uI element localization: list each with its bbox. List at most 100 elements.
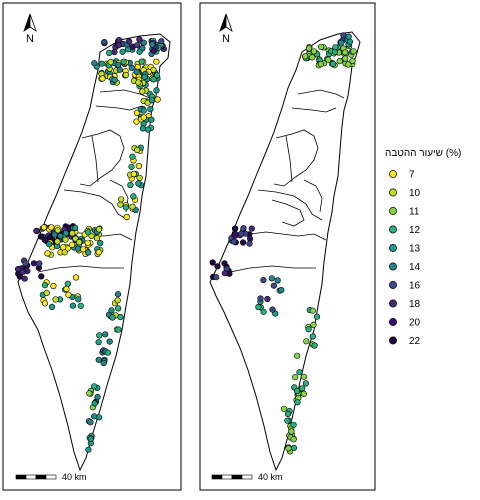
locality-point (260, 308, 267, 315)
locality-point (303, 338, 310, 345)
locality-point (240, 225, 247, 232)
north-label: N (26, 33, 34, 45)
locality-point (310, 48, 318, 55)
locality-point (257, 295, 264, 302)
locality-point (37, 233, 45, 240)
locality-point (300, 390, 307, 398)
locality-point (52, 296, 59, 303)
locality-point (119, 48, 126, 55)
locality-point (349, 57, 356, 65)
legend-label: 20 (409, 318, 421, 329)
locality-point (120, 58, 127, 65)
locality-point (96, 332, 103, 339)
legend-item: 22 (389, 336, 421, 347)
locality-point (302, 380, 310, 387)
locality-point (85, 229, 92, 236)
locality-point (97, 240, 104, 247)
legend-item: 10 (389, 188, 421, 199)
locality-point (85, 446, 92, 453)
locality-point (305, 326, 312, 333)
locality-point (136, 174, 143, 181)
legend-swatch (389, 188, 397, 197)
locality-point (90, 383, 98, 390)
north-arrow: N (219, 13, 233, 45)
locality-point (51, 231, 58, 238)
locality-point (290, 421, 297, 428)
locality-point (63, 285, 70, 293)
locality-point (240, 239, 247, 246)
locality-point (93, 235, 101, 242)
right-map-points (209, 32, 357, 455)
locality-point (140, 114, 147, 121)
locality-point (129, 153, 136, 160)
locality-point (30, 260, 38, 267)
locality-point (115, 305, 122, 312)
scale-label: 40 km (62, 472, 87, 482)
locality-point (130, 170, 137, 178)
locality-point (102, 331, 109, 338)
locality-point (48, 224, 55, 231)
locality-point (117, 201, 124, 208)
locality-point (135, 79, 142, 86)
locality-point (41, 282, 49, 289)
locality-point (278, 287, 285, 294)
locality-point (76, 239, 83, 246)
locality-point (260, 277, 267, 284)
legend-item: 16 (389, 281, 421, 292)
locality-point (294, 399, 301, 406)
locality-point (136, 48, 143, 55)
locality-point (336, 57, 343, 65)
locality-point (153, 58, 160, 65)
locality-point (134, 42, 141, 49)
locality-point (57, 232, 64, 239)
locality-point (127, 181, 134, 189)
legend-label: 18 (409, 299, 421, 310)
locality-point (122, 204, 129, 211)
locality-point (342, 49, 349, 56)
locality-point (313, 313, 321, 320)
scale-label: 40 km (258, 472, 283, 482)
locality-point (36, 260, 43, 267)
locality-point (77, 302, 84, 309)
locality-point (126, 38, 133, 45)
legend-title: שיעור ההטבה (%) (385, 148, 461, 159)
locality-point (209, 259, 216, 266)
legend-swatch (389, 262, 397, 271)
legend-swatch (389, 318, 397, 326)
legend-swatch (389, 281, 397, 289)
locality-point (129, 203, 136, 210)
legend-label: 12 (409, 225, 421, 236)
locality-point (264, 295, 271, 303)
locality-point (270, 282, 278, 289)
locality-point (62, 236, 69, 243)
locality-point (136, 36, 143, 43)
locality-point (310, 321, 317, 329)
locality-point (91, 60, 98, 67)
locality-point (106, 338, 113, 345)
locality-point (95, 226, 103, 233)
locality-point (318, 43, 325, 51)
locality-point (71, 224, 79, 232)
locality-point (232, 232, 239, 239)
locality-point (154, 96, 161, 103)
locality-point (21, 275, 28, 282)
locality-point (268, 275, 275, 282)
locality-point (246, 240, 253, 247)
locality-point (117, 314, 124, 321)
legend-item: 18 (389, 299, 421, 310)
locality-point (65, 291, 72, 298)
locality-point (33, 227, 40, 234)
locality-point (69, 230, 76, 237)
locality-point (141, 73, 148, 80)
locality-point (40, 224, 48, 231)
locality-point (107, 58, 114, 66)
locality-point (85, 249, 92, 256)
legend-item: 13 (389, 244, 421, 255)
locality-point (54, 238, 61, 245)
locality-point (80, 246, 87, 253)
locality-point (147, 105, 154, 113)
locality-point (68, 241, 76, 248)
north-arrow: N (23, 13, 37, 45)
locality-point (115, 326, 122, 333)
legend-label: 14 (409, 262, 421, 273)
